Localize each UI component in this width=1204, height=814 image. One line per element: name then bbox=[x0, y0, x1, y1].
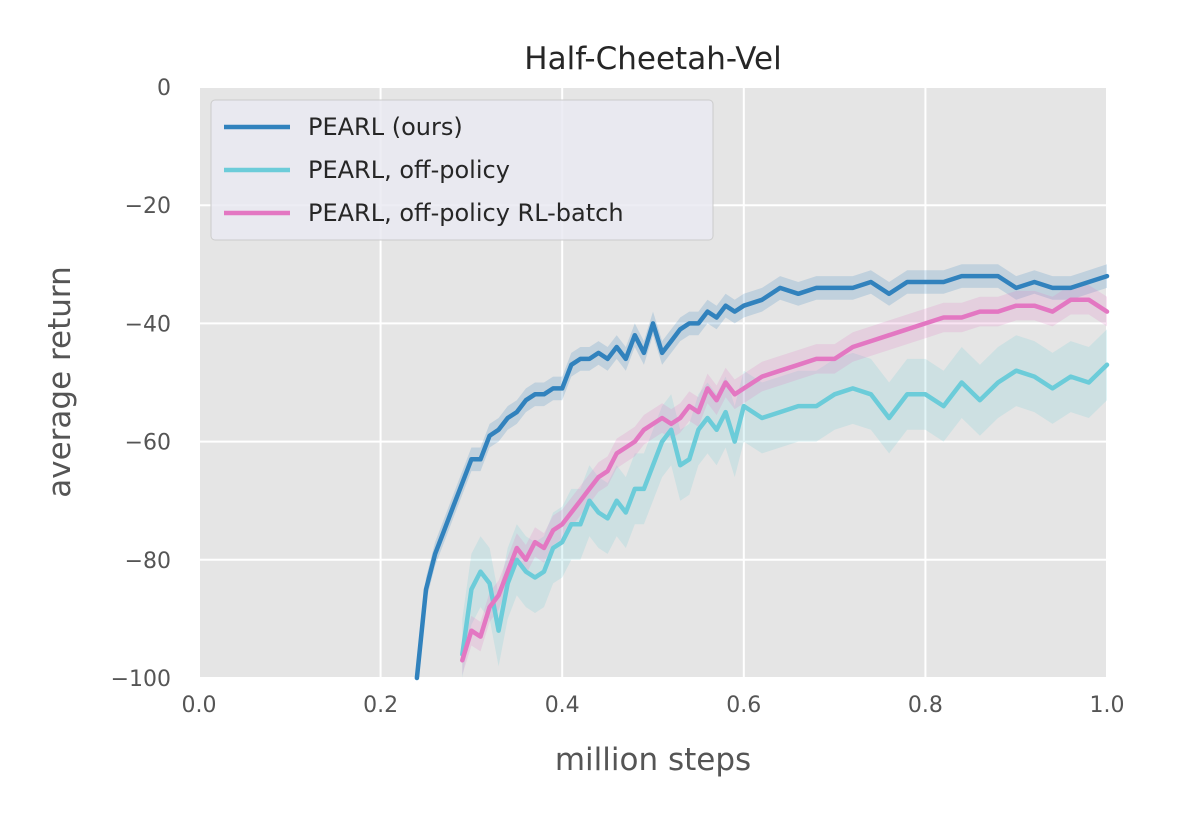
x-axis-label: million steps bbox=[555, 742, 751, 778]
x-tick-label: 0.0 bbox=[182, 693, 217, 718]
x-tick-label: 0.4 bbox=[545, 693, 580, 718]
series-line bbox=[460, 362, 1110, 657]
series-line bbox=[460, 297, 1110, 663]
x-tick-label: 0.6 bbox=[726, 693, 761, 718]
y-tick-label: −80 bbox=[125, 549, 171, 574]
legend: PEARL (ours) PEARL, off-policy PEARL, off-… bbox=[210, 99, 714, 241]
series-band bbox=[462, 285, 1107, 675]
y-axis-label: average return bbox=[42, 266, 78, 498]
y-tick-label: −40 bbox=[125, 312, 171, 337]
x-tick-label: 1.0 bbox=[1090, 693, 1125, 718]
series-band bbox=[462, 329, 1107, 678]
series-lines bbox=[414, 273, 1110, 681]
legend-entry: PEARL, off-policy RL-batch bbox=[308, 199, 624, 227]
series-band bbox=[416, 264, 1107, 678]
legend-entry: PEARL (ours) bbox=[308, 113, 463, 141]
y-tick-label: 0 bbox=[157, 76, 171, 101]
x-tick-label: 0.8 bbox=[908, 693, 943, 718]
chart-title: Half-Cheetah-Vel bbox=[524, 41, 781, 77]
confidence-bands bbox=[416, 264, 1107, 678]
y-tick-label: −60 bbox=[125, 431, 171, 456]
x-tick-labels: 0.0 0.2 0.4 0.6 0.8 1.0 bbox=[182, 693, 1125, 718]
legend-box bbox=[210, 99, 714, 241]
y-tick-label: −100 bbox=[111, 667, 171, 692]
series-line bbox=[414, 273, 1110, 681]
legend-entry: PEARL, off-policy bbox=[308, 156, 510, 184]
y-tick-label: −20 bbox=[125, 194, 171, 219]
y-tick-labels: 0 −20 −40 −60 −80 −100 bbox=[111, 76, 171, 692]
x-tick-label: 0.2 bbox=[363, 693, 398, 718]
